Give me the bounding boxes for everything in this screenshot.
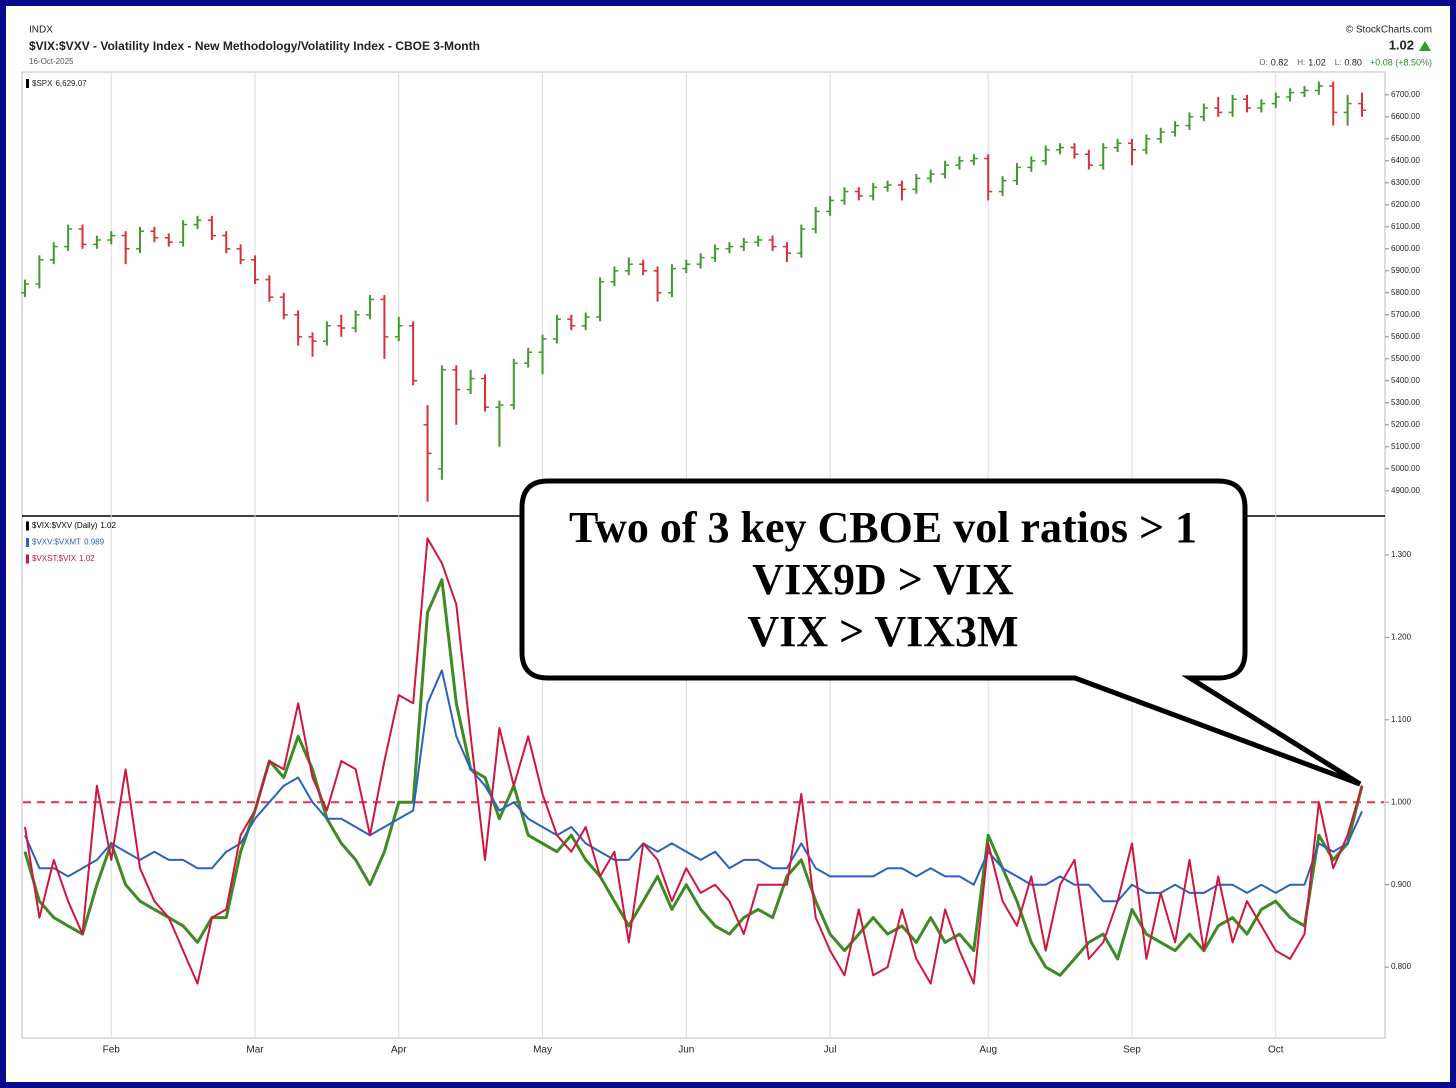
legend-value: 6,629.07 [55, 79, 87, 88]
legend-label: $VXV:$VXMT [32, 538, 81, 547]
date: 16-Oct-2025 [29, 57, 74, 66]
quote-value: 1.02 [1308, 57, 1326, 67]
legend-label: $VXST:$VIX [32, 554, 77, 563]
legend-label: $SPX [32, 79, 53, 88]
y-tick-label: 5100.00 [1391, 442, 1420, 451]
legend-swatch [26, 521, 29, 531]
quote-label: O: [1259, 58, 1267, 67]
x-tick-label: Sep [1123, 1045, 1141, 1056]
series-line [24, 537, 1363, 985]
last-value: 1.02 [1389, 37, 1414, 52]
change: +0.08 (+8.50%) [1370, 57, 1432, 67]
y-tick-label: 5300.00 [1391, 398, 1420, 407]
y-tick-label: 0.800 [1391, 962, 1412, 971]
x-tick-label: Feb [103, 1045, 121, 1056]
y-tick-label: 6500.00 [1391, 134, 1420, 143]
callout: Two of 3 key CBOE vol ratios > 1 VIX9D >… [519, 478, 1362, 787]
y-tick-label: 6200.00 [1391, 200, 1420, 209]
y-tick-label: 5600.00 [1391, 332, 1420, 341]
y-tick-label: 6600.00 [1391, 112, 1420, 121]
y-tick-label: 5800.00 [1391, 288, 1420, 297]
chart-title: $VIX:$VXV - Volatility Index - New Metho… [29, 39, 480, 53]
y-tick-label: 6400.00 [1391, 156, 1420, 165]
y-tick-label: 0.900 [1391, 880, 1412, 889]
x-tick-label: Oct [1268, 1045, 1284, 1056]
quote-label: L: [1335, 58, 1342, 67]
y-tick-label: 5500.00 [1391, 354, 1420, 363]
callout-bubble [519, 478, 1362, 787]
y-tick-label: 6000.00 [1391, 244, 1420, 253]
y-tick-label: 1.000 [1391, 797, 1412, 806]
callout-line: Two of 3 key CBOE vol ratios > 1 [569, 503, 1197, 552]
source: © StockCharts.com [1346, 25, 1432, 36]
legend-swatch [26, 79, 29, 88]
legend-swatch [26, 554, 29, 564]
legend-value: 0.989 [84, 538, 105, 547]
y-tick-label: 1.100 [1391, 715, 1412, 724]
y-tick-label: 5000.00 [1391, 464, 1420, 473]
y-tick-label: 5200.00 [1391, 420, 1420, 429]
legend-label: $VIX:$VXV (Daily) [32, 521, 98, 530]
x-tick-label: May [533, 1045, 552, 1056]
series-line [24, 669, 1363, 903]
quote-value: 0.80 [1344, 57, 1362, 67]
exchange: INDX [29, 25, 53, 36]
quote-value: 0.82 [1271, 57, 1289, 67]
y-tick-label: 5700.00 [1391, 310, 1420, 319]
y-tick-label: 6100.00 [1391, 222, 1420, 231]
y-tick-label: 6700.00 [1391, 90, 1420, 99]
legend-swatch [26, 538, 29, 547]
up-arrow [1419, 41, 1431, 51]
quote-label: H: [1297, 58, 1305, 67]
legend-value: 1.02 [100, 521, 116, 530]
quote: +0.08 (+8.50%) 0.80L: 1.02H: 0.82 O: [1259, 57, 1432, 67]
callout-line: VIX9D > VIX [752, 555, 1014, 604]
y-tick-label: 6300.00 [1391, 178, 1420, 187]
x-tick-label: Jun [678, 1045, 694, 1056]
y-tick-label: 1.200 [1391, 632, 1412, 641]
x-tick-label: Aug [979, 1045, 997, 1056]
y-tick-label: 1.300 [1391, 550, 1412, 559]
x-tick-label: Jul [824, 1045, 837, 1056]
legend-value: 1.02 [79, 554, 95, 563]
x-tick-label: Mar [246, 1045, 264, 1056]
callout-line: VIX > VIX3M [747, 607, 1018, 656]
x-tick-label: Apr [391, 1045, 407, 1056]
y-tick-label: 4900.00 [1391, 486, 1420, 495]
y-tick-label: 5900.00 [1391, 266, 1420, 275]
y-tick-label: 5400.00 [1391, 376, 1420, 385]
